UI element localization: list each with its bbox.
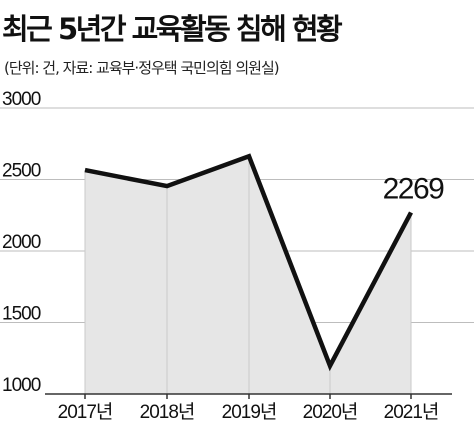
area-fill [85, 156, 411, 394]
chart-source-note: (단위: 건, 자료: 교육부·정우택 국민의힘 의원실) [4, 59, 280, 77]
y-tick-label-3000: 3000 [2, 89, 41, 110]
area-series [84, 153, 413, 394]
y-tick-label-2500: 2500 [2, 161, 41, 182]
chart-title: 최근 5년간 교육활동 침해 현황 [2, 12, 343, 46]
x-tick-label-2017년: 2017년 [58, 401, 113, 423]
x-tick-label-2021년: 2021년 [384, 401, 439, 423]
x-axis [45, 393, 452, 399]
data-labels: 2269 [383, 173, 446, 206]
y-tick-label-1500: 1500 [2, 304, 41, 325]
x-tick-label-2019년: 2019년 [222, 401, 277, 423]
x-axis-ticks: 2017년 2018년 2019년 2020년 2021년 [58, 401, 440, 423]
x-tick-label-2018년: 2018년 [140, 401, 195, 423]
y-axis-ticks: 1000 1500 2000 2500 3000 [2, 89, 42, 396]
y-tick-label-2000: 2000 [2, 232, 41, 253]
data-label-2021년: 2269 [383, 173, 445, 206]
y-tick-label-1000: 1000 [2, 375, 41, 396]
x-tick-label-2020년: 2020년 [303, 401, 358, 423]
